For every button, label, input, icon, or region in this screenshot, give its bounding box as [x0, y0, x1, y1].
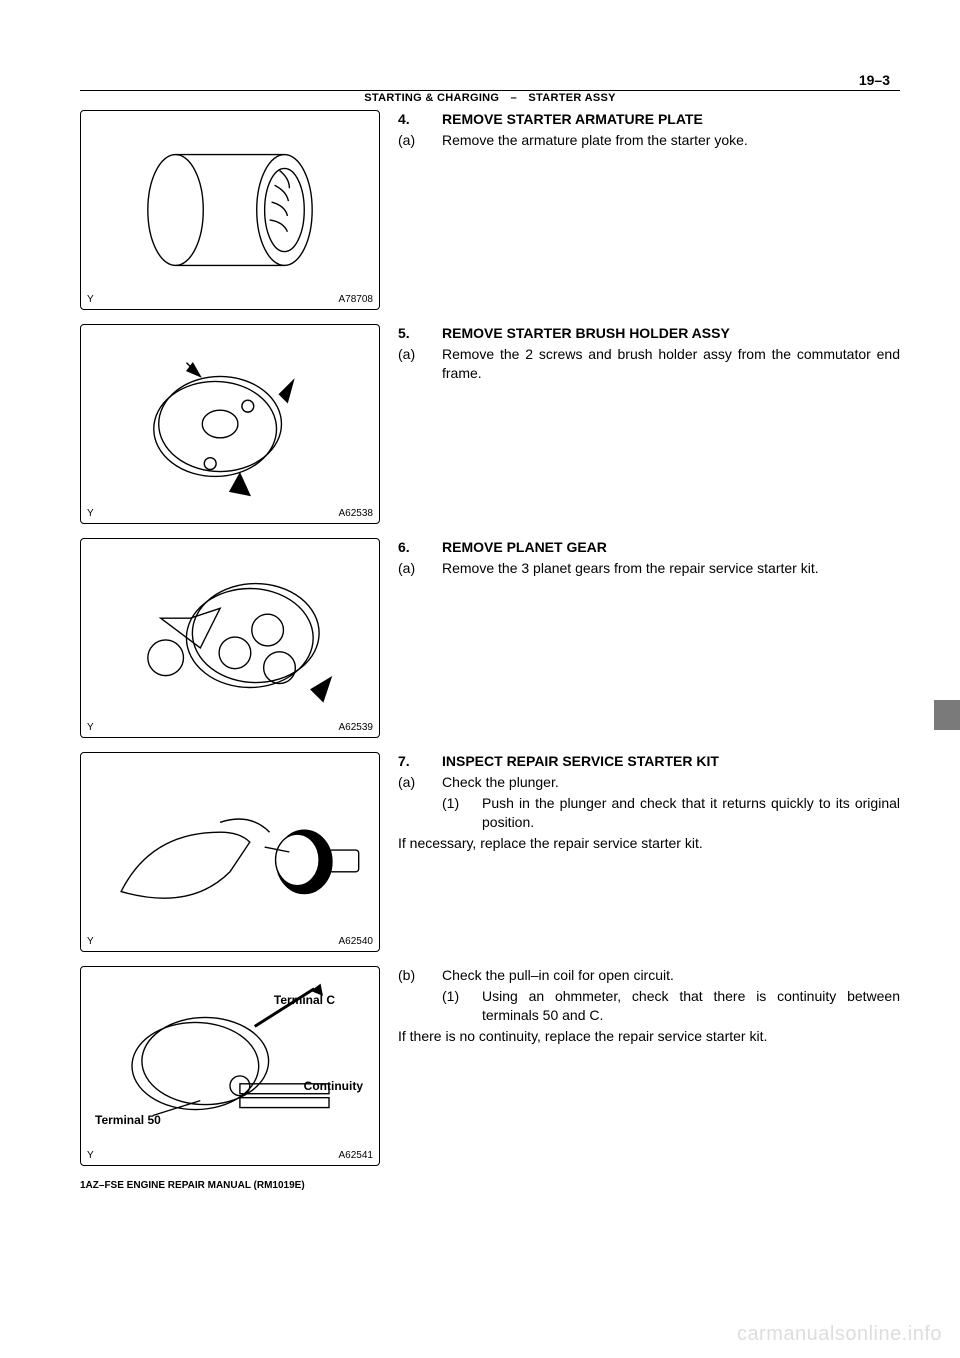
figure-code: A62540 [339, 936, 373, 947]
step-block: Y A78708 4. REMOVE STARTER ARMATURE PLAT… [80, 110, 900, 310]
breadcrumb-item: STARTER ASSY [528, 92, 615, 104]
note-line: If there is no continuity, replace the r… [398, 1027, 900, 1046]
figure-armature-plate: Y A78708 [80, 110, 380, 310]
step-text: (b) Check the pull–in coil for open circ… [398, 966, 900, 1046]
note-line: If necessary, replace the repair service… [398, 834, 900, 853]
step-title: REMOVE PLANET GEAR [442, 538, 607, 557]
sub-label: (a) [398, 773, 422, 792]
step-title: REMOVE STARTER ARMATURE PLATE [442, 110, 703, 129]
sub-label: (a) [398, 345, 422, 383]
figure-continuity: Terminal C Continuity Terminal 50 Y A625… [80, 966, 380, 1166]
planet-gear-illustration [81, 539, 379, 737]
step-text: 5. REMOVE STARTER BRUSH HOLDER ASSY (a) … [398, 324, 900, 385]
step-text: 4. REMOVE STARTER ARMATURE PLATE (a) Rem… [398, 110, 900, 152]
page-number: 19–3 [859, 72, 890, 88]
content: Y A78708 4. REMOVE STARTER ARMATURE PLAT… [80, 110, 900, 1191]
step-number: 7. [398, 752, 422, 771]
sub-body: Check the pull–in coil for open circuit. [442, 966, 900, 985]
breadcrumb: STARTING & CHARGING – STARTER ASSY [80, 90, 900, 104]
step-title: INSPECT REPAIR SERVICE STARTER KIT [442, 752, 719, 771]
step-title: REMOVE STARTER BRUSH HOLDER ASSY [442, 324, 730, 343]
figure-code: A78708 [339, 294, 373, 305]
watermark: carmanualsonline.info [737, 1323, 942, 1346]
step-text: 6. REMOVE PLANET GEAR (a) Remove the 3 p… [398, 538, 900, 580]
step-text: 7. INSPECT REPAIR SERVICE STARTER KIT (a… [398, 752, 900, 852]
brush-holder-illustration [81, 325, 379, 523]
plunger-illustration [81, 753, 379, 951]
breadcrumb-dash: – [511, 92, 517, 104]
step-number: 4. [398, 110, 422, 129]
label-terminal-c: Terminal C [274, 993, 335, 1007]
figure-y-label: Y [87, 294, 94, 305]
subsub-label: (1) [442, 987, 468, 1025]
figure-planet-gear: Y A62539 [80, 538, 380, 738]
sub-body: Check the plunger. [442, 773, 900, 792]
step-block: Y A62539 6. REMOVE PLANET GEAR (a) Remov… [80, 538, 900, 738]
label-continuity: Continuity [304, 1079, 363, 1093]
side-tab [934, 700, 960, 730]
label-terminal-50: Terminal 50 [95, 1113, 161, 1127]
step-number: 5. [398, 324, 422, 343]
step-block: Y A62538 5. REMOVE STARTER BRUSH HOLDER … [80, 324, 900, 524]
figure-code: A62541 [339, 1150, 373, 1161]
figure-y-label: Y [87, 936, 94, 947]
sub-label: (a) [398, 559, 422, 578]
manual-footer: 1AZ–FSE ENGINE REPAIR MANUAL (RM1019E) [80, 1180, 900, 1191]
figure-y-label: Y [87, 722, 94, 733]
figure-y-label: Y [87, 508, 94, 519]
sub-body: Remove the 2 screws and brush holder ass… [442, 345, 900, 383]
sub-body: Remove the 3 planet gears from the repai… [442, 559, 900, 578]
figure-brush-holder: Y A62538 [80, 324, 380, 524]
figure-code: A62538 [339, 508, 373, 519]
sub-label: (a) [398, 131, 422, 150]
subsub-body: Push in the plunger and check that it re… [482, 794, 900, 832]
step-number: 6. [398, 538, 422, 557]
subsub-label: (1) [442, 794, 468, 832]
step-block: Y A62540 7. INSPECT REPAIR SERVICE START… [80, 752, 900, 952]
sub-body: Remove the armature plate from the start… [442, 131, 900, 150]
figure-plunger: Y A62540 [80, 752, 380, 952]
armature-plate-illustration [81, 111, 379, 309]
sub-label: (b) [398, 966, 422, 985]
figure-y-label: Y [87, 1150, 94, 1161]
figure-code: A62539 [339, 722, 373, 733]
subsub-body: Using an ohmmeter, check that there is c… [482, 987, 900, 1025]
breadcrumb-section: STARTING & CHARGING [364, 92, 499, 104]
step-block: Terminal C Continuity Terminal 50 Y A625… [80, 966, 900, 1166]
